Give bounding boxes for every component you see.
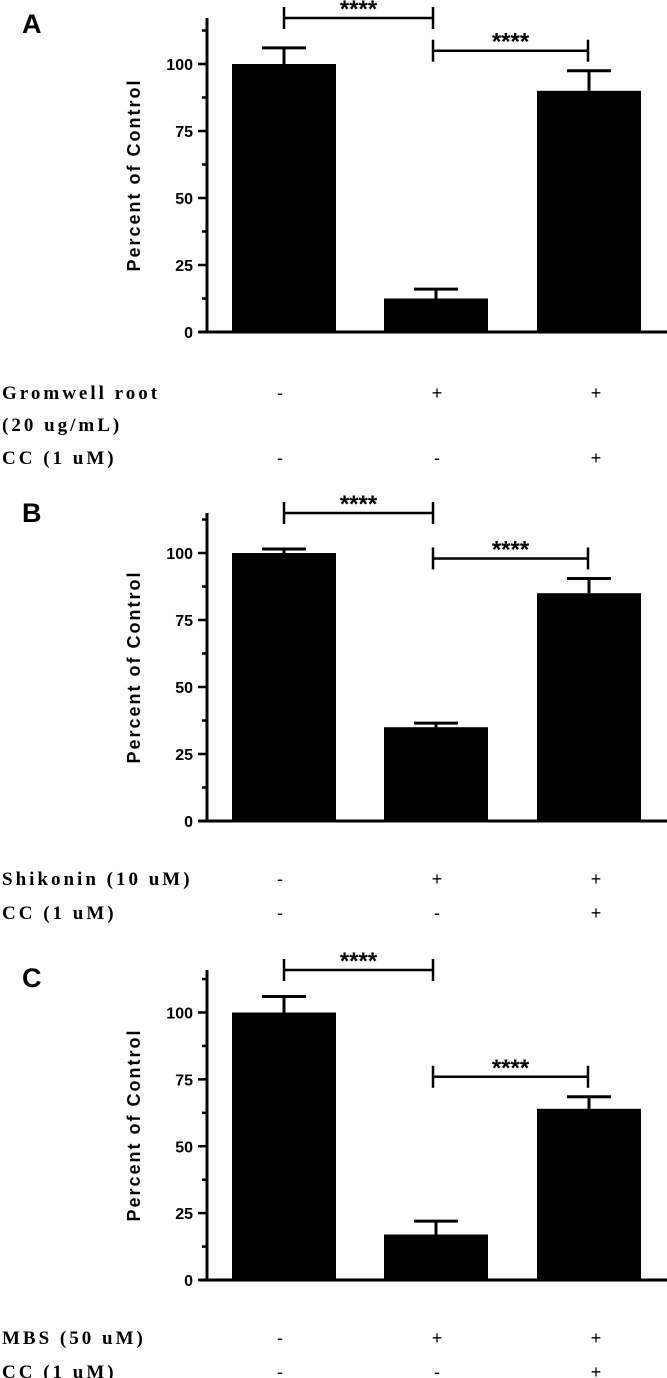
bar [384,298,488,332]
y-tick-label: 100 [166,57,193,74]
significance-label: **** [492,536,530,563]
bar [537,593,641,821]
chart-panel-a: A 0 25 50 75 100 Percent of Control **** **** Gro… [2,0,667,469]
y-tick-label: 25 [175,1206,193,1223]
condition-sign: + [591,1328,602,1348]
bar [537,90,641,332]
panel-label: B [22,498,42,528]
y-axis-label: Percent of Control [124,570,144,763]
condition-sign: - [434,1362,440,1378]
panel-label: C [22,963,42,993]
condition-label: MBS (50 uM) [2,1328,146,1349]
condition-sign: - [277,903,283,923]
condition-sign: - [434,903,440,923]
significance-label: **** [492,1055,530,1082]
chart-panel-c: C 0 25 50 75 100 Percent of Control **** **** MBS… [2,948,667,1378]
y-tick-label: 50 [175,680,193,697]
y-tick-label: 75 [175,1072,193,1089]
condition-sign: - [277,1328,283,1348]
condition-sign: - [277,383,283,403]
bar [232,1012,336,1280]
y-tick-label: 100 [166,546,193,563]
condition-sign: + [591,383,602,403]
bar [232,64,336,332]
y-tick-label: 0 [184,814,193,831]
significance-label: **** [340,0,378,23]
y-tick-label: 25 [175,258,193,275]
bar [232,553,336,821]
condition-sign: + [432,383,443,403]
y-axis-label: Percent of Control [124,1028,144,1221]
y-tick-label: 0 [184,325,193,342]
condition-label: CC (1 uM) [2,1362,117,1378]
condition-sign: - [277,869,283,889]
y-tick-label: 50 [175,1139,193,1156]
panel-label: A [22,9,42,39]
condition-label: CC (1 uM) [2,903,117,924]
y-tick-label: 25 [175,747,193,764]
y-tick-label: 100 [166,1006,193,1023]
y-axis-label: Percent of Control [124,78,144,271]
y-tick-label: 75 [175,613,193,630]
condition-sign: + [591,869,602,889]
condition-sign: - [277,448,283,468]
condition-sign: + [432,1328,443,1348]
bar [537,1108,641,1280]
significance-label: **** [492,29,530,56]
y-tick-label: 50 [175,191,193,208]
condition-label: CC (1 uM) [2,448,117,469]
y-tick-label: 75 [175,124,193,141]
condition-sign: - [434,448,440,468]
condition-sign: + [591,903,602,923]
condition-label: Gromwell root [2,383,160,404]
condition-sign: + [432,869,443,889]
condition-label: (20 ug/mL) [2,415,122,436]
chart-panel-b: B 0 25 50 75 100 Percent of Control **** **** Shi… [2,491,667,924]
condition-sign: - [277,1362,283,1378]
significance-label: **** [340,491,378,518]
y-tick-label: 0 [184,1273,193,1290]
bar [384,727,488,821]
bar [384,1234,488,1280]
significance-label: **** [340,948,378,975]
condition-label: Shikonin (10 uM) [2,869,193,890]
condition-sign: + [591,1362,602,1378]
condition-sign: + [591,448,602,468]
